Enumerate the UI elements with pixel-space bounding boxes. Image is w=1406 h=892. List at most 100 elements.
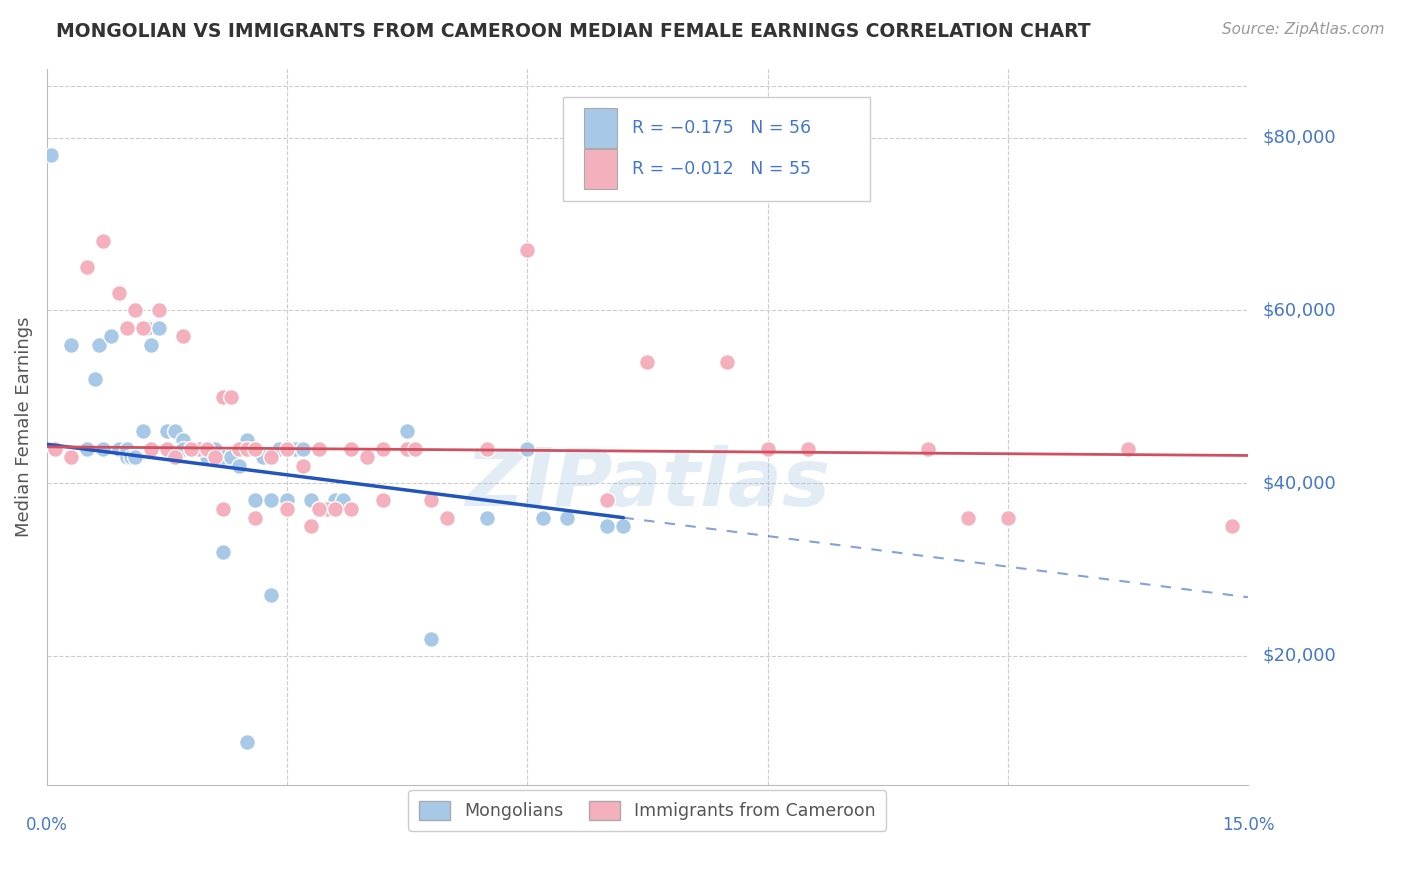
Point xyxy=(477,510,499,524)
Point xyxy=(212,545,235,559)
Point xyxy=(120,450,142,465)
Point xyxy=(212,502,235,516)
Point xyxy=(156,442,179,456)
Point xyxy=(195,450,218,465)
Point xyxy=(299,519,322,533)
Point xyxy=(139,442,162,456)
Point xyxy=(115,450,138,465)
Point xyxy=(76,260,98,275)
Text: MONGOLIAN VS IMMIGRANTS FROM CAMEROON MEDIAN FEMALE EARNINGS CORRELATION CHART: MONGOLIAN VS IMMIGRANTS FROM CAMEROON ME… xyxy=(56,22,1091,41)
Point xyxy=(156,425,179,439)
Point xyxy=(100,329,122,343)
Point xyxy=(276,442,298,456)
Text: $60,000: $60,000 xyxy=(1263,301,1336,319)
Point xyxy=(243,510,266,524)
Point xyxy=(84,372,107,386)
Text: R = −0.175   N = 56: R = −0.175 N = 56 xyxy=(631,119,811,137)
Point xyxy=(373,493,395,508)
Point xyxy=(252,450,274,465)
Point xyxy=(91,234,114,248)
FancyBboxPatch shape xyxy=(583,108,617,148)
Text: Source: ZipAtlas.com: Source: ZipAtlas.com xyxy=(1222,22,1385,37)
Point xyxy=(516,442,538,456)
Point xyxy=(219,390,242,404)
Point xyxy=(108,286,131,301)
Point xyxy=(557,510,579,524)
Point xyxy=(136,320,159,334)
Point xyxy=(284,442,307,456)
Point xyxy=(260,589,283,603)
Text: $20,000: $20,000 xyxy=(1263,647,1336,665)
Point xyxy=(195,442,218,456)
Point xyxy=(917,442,939,456)
Point xyxy=(115,320,138,334)
Point xyxy=(124,303,146,318)
Point xyxy=(172,442,194,456)
Point xyxy=(316,502,339,516)
Point xyxy=(308,502,330,516)
Text: R = −0.012   N = 55: R = −0.012 N = 55 xyxy=(631,160,811,178)
Point xyxy=(124,450,146,465)
Point xyxy=(596,519,619,533)
Point xyxy=(267,442,290,456)
Point xyxy=(115,442,138,456)
Point xyxy=(396,442,419,456)
Point xyxy=(356,450,378,465)
Point xyxy=(308,442,330,456)
Point xyxy=(132,320,155,334)
Point xyxy=(236,442,259,456)
Point xyxy=(260,450,283,465)
Point xyxy=(236,442,259,456)
Point xyxy=(163,425,186,439)
Point xyxy=(436,510,458,524)
Point xyxy=(373,442,395,456)
Point xyxy=(340,442,363,456)
Point xyxy=(87,338,110,352)
Point xyxy=(1116,442,1139,456)
Point xyxy=(172,433,194,447)
Text: 0.0%: 0.0% xyxy=(25,815,67,834)
Point xyxy=(108,442,131,456)
Point xyxy=(243,442,266,456)
Point xyxy=(276,502,298,516)
Point xyxy=(612,519,634,533)
Point xyxy=(180,442,202,456)
Point xyxy=(323,493,346,508)
Point xyxy=(756,442,779,456)
Point xyxy=(163,450,186,465)
Point xyxy=(340,442,363,456)
Point xyxy=(39,148,62,162)
Point xyxy=(292,442,315,456)
Point xyxy=(420,632,443,646)
Point xyxy=(188,442,211,456)
Point xyxy=(228,458,250,473)
Point xyxy=(236,433,259,447)
Point xyxy=(636,355,658,369)
Point xyxy=(44,442,66,456)
Point xyxy=(477,442,499,456)
FancyBboxPatch shape xyxy=(583,149,617,188)
Point xyxy=(340,502,363,516)
Text: $40,000: $40,000 xyxy=(1263,475,1336,492)
FancyBboxPatch shape xyxy=(564,97,869,202)
Point xyxy=(997,510,1019,524)
Point xyxy=(188,442,211,456)
Point xyxy=(420,493,443,508)
Point xyxy=(1220,519,1243,533)
Point xyxy=(436,510,458,524)
Point xyxy=(956,510,979,524)
Point xyxy=(180,442,202,456)
Point xyxy=(212,450,235,465)
Point xyxy=(516,243,538,257)
Point xyxy=(76,442,98,456)
Point xyxy=(204,442,226,456)
Point xyxy=(404,442,426,456)
Point xyxy=(716,355,738,369)
Point xyxy=(260,493,283,508)
Point xyxy=(316,502,339,516)
Point xyxy=(323,502,346,516)
Point xyxy=(59,338,82,352)
Point xyxy=(396,425,419,439)
Point xyxy=(243,493,266,508)
Point xyxy=(228,442,250,456)
